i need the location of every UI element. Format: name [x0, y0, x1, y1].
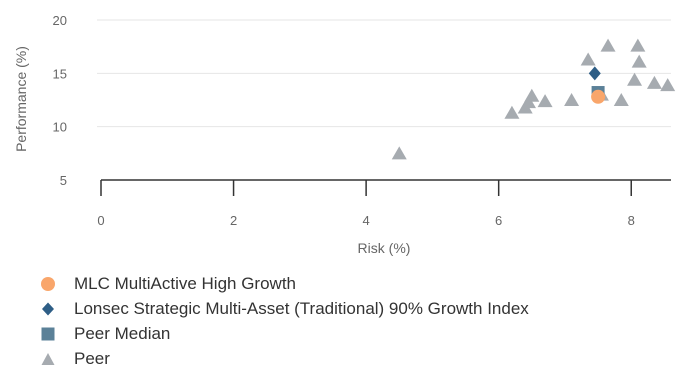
- legend-item-fund[interactable]: MLC MultiActive High Growth: [40, 271, 529, 296]
- x-tick-label: 8: [628, 213, 635, 228]
- peer-point: [504, 105, 520, 119]
- x-tick-label: 4: [362, 213, 369, 228]
- peer-point: [631, 54, 647, 68]
- scatter-chart: 0 2 4 6 8 5 10 15 20 Risk (%) Performance (%): [13, 13, 676, 256]
- triangle-marker-icon: [40, 351, 56, 367]
- grid-lines: [97, 19, 671, 128]
- legend-label: Peer: [74, 348, 110, 368]
- legend-item-peer[interactable]: Peer: [40, 346, 529, 371]
- legend-label: Peer Median: [74, 323, 171, 343]
- x-axis: 0 2 4 6 8: [97, 179, 671, 228]
- y-axis-title: Performance (%): [13, 46, 29, 152]
- peer-point: [564, 93, 580, 106]
- circle-marker-icon: [40, 276, 56, 292]
- peer-point: [627, 72, 643, 86]
- peer-point: [630, 38, 646, 52]
- legend-item-peer-median[interactable]: Peer Median: [40, 321, 529, 346]
- data-points: [391, 38, 676, 160]
- y-axis: 5 10 15 20: [53, 13, 67, 188]
- y-tick-label: 10: [53, 120, 67, 135]
- legend-label: MLC MultiActive High Growth: [74, 273, 297, 293]
- square-marker-icon: [40, 326, 56, 342]
- peer-point: [600, 38, 616, 52]
- y-tick-label: 5: [60, 173, 67, 188]
- y-tick-label: 15: [53, 66, 67, 81]
- x-tick-label: 2: [230, 213, 237, 228]
- fund-point: [591, 89, 606, 104]
- legend-item-index[interactable]: Lonsec Strategic Multi-Asset (Traditiona…: [40, 296, 529, 321]
- x-axis-title: Risk (%): [358, 240, 411, 256]
- peer-point: [391, 146, 407, 160]
- legend: MLC MultiActive High Growth Lonsec Strat…: [40, 271, 529, 371]
- peer-point: [580, 52, 596, 66]
- peer-point: [660, 78, 676, 92]
- x-tick-label: 0: [97, 213, 104, 228]
- peer-point: [613, 93, 629, 106]
- peer-point: [524, 88, 540, 102]
- index-point: [588, 66, 601, 81]
- peer-point: [646, 75, 662, 89]
- peer-point: [537, 94, 553, 108]
- legend-label: Lonsec Strategic Multi-Asset (Traditiona…: [74, 298, 529, 318]
- y-tick-label: 20: [53, 13, 67, 28]
- diamond-marker-icon: [40, 301, 56, 317]
- x-tick-label: 6: [495, 213, 502, 228]
